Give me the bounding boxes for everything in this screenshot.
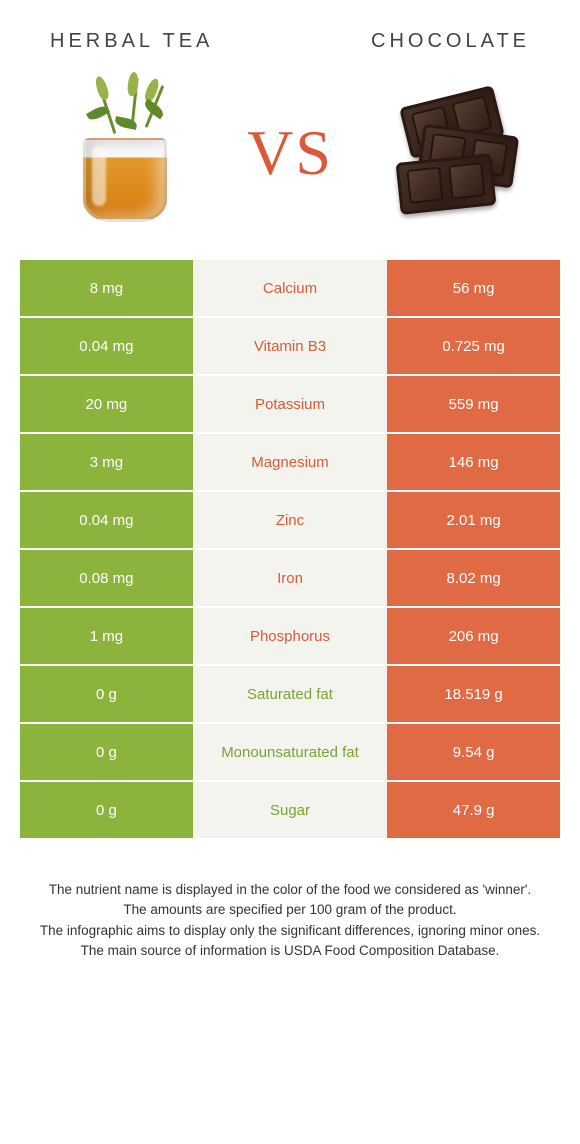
left-value: 0.04 mg: [20, 318, 193, 374]
right-value: 0.725 mg: [387, 318, 560, 374]
nutrient-name: Saturated fat: [193, 666, 387, 722]
nutrient-name: Magnesium: [193, 434, 387, 490]
table-row: 8 mgCalcium56 mg: [20, 260, 560, 316]
right-value: 18.519 g: [387, 666, 560, 722]
table-row: 3 mgMagnesium146 mg: [20, 434, 560, 490]
right-title: CHOCOLATE: [371, 30, 530, 53]
table-row: 0 gSaturated fat18.519 g: [20, 666, 560, 722]
nutrient-name: Iron: [193, 550, 387, 606]
left-value: 0 g: [20, 666, 193, 722]
nutrient-name: Sugar: [193, 782, 387, 838]
left-value: 0.08 mg: [20, 550, 193, 606]
herbal-tea-image: [45, 73, 205, 233]
right-value: 56 mg: [387, 260, 560, 316]
nutrient-name: Zinc: [193, 492, 387, 548]
nutrient-name: Vitamin B3: [193, 318, 387, 374]
footer-line: The main source of information is USDA F…: [28, 941, 552, 961]
left-value: 3 mg: [20, 434, 193, 490]
titles-row: HERBAL TEA CHOCOLATE: [20, 20, 560, 73]
chocolate-image: [375, 73, 535, 233]
nutrient-name: Phosphorus: [193, 608, 387, 664]
right-value: 146 mg: [387, 434, 560, 490]
table-row: 0 gSugar47.9 g: [20, 782, 560, 838]
left-value: 8 mg: [20, 260, 193, 316]
nutrient-name: Potassium: [193, 376, 387, 432]
right-value: 559 mg: [387, 376, 560, 432]
table-row: 0.04 mgVitamin B30.725 mg: [20, 318, 560, 374]
hero-row: VS: [20, 73, 560, 258]
right-value: 2.01 mg: [387, 492, 560, 548]
right-value: 8.02 mg: [387, 550, 560, 606]
footer-line: The nutrient name is displayed in the co…: [28, 880, 552, 900]
right-value: 9.54 g: [387, 724, 560, 780]
left-value: 0 g: [20, 724, 193, 780]
left-value: 20 mg: [20, 376, 193, 432]
right-value: 206 mg: [387, 608, 560, 664]
left-value: 1 mg: [20, 608, 193, 664]
table-row: 0.04 mgZinc2.01 mg: [20, 492, 560, 548]
left-value: 0.04 mg: [20, 492, 193, 548]
table-row: 20 mgPotassium559 mg: [20, 376, 560, 432]
footer-line: The amounts are specified per 100 gram o…: [28, 900, 552, 920]
footer-line: The infographic aims to display only the…: [28, 921, 552, 941]
vs-label: VS: [247, 116, 333, 190]
table-row: 0 gMonounsaturated fat9.54 g: [20, 724, 560, 780]
nutrient-name: Calcium: [193, 260, 387, 316]
table-row: 0.08 mgIron8.02 mg: [20, 550, 560, 606]
nutrient-table: 8 mgCalcium56 mg0.04 mgVitamin B30.725 m…: [20, 258, 560, 840]
footer-notes: The nutrient name is displayed in the co…: [20, 880, 560, 961]
right-value: 47.9 g: [387, 782, 560, 838]
table-row: 1 mgPhosphorus206 mg: [20, 608, 560, 664]
left-title: HERBAL TEA: [50, 30, 213, 53]
left-value: 0 g: [20, 782, 193, 838]
nutrient-name: Monounsaturated fat: [193, 724, 387, 780]
